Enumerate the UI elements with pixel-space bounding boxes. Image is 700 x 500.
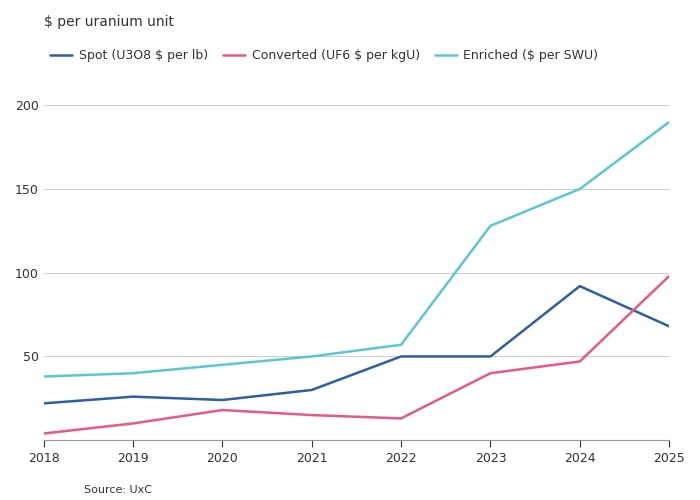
Enriched ($ per SWU): [307, 354, 316, 360]
Line: Converted (UF6 $ per kgU): Converted (UF6 $ per kgU): [43, 276, 669, 434]
Enriched ($ per SWU): [665, 119, 673, 125]
Legend: Spot (U3O8 $ per lb), Converted (UF6 $ per kgU), Enriched ($ per SWU): Spot (U3O8 $ per lb), Converted (UF6 $ p…: [50, 49, 599, 62]
Text: $ per uranium unit: $ per uranium unit: [43, 15, 174, 29]
Enriched ($ per SWU): [129, 370, 137, 376]
Converted (UF6 $ per kgU): [307, 412, 316, 418]
Spot (U3O8 $ per lb): [307, 387, 316, 393]
Line: Enriched ($ per SWU): Enriched ($ per SWU): [43, 122, 669, 376]
Enriched ($ per SWU): [39, 374, 48, 380]
Text: Source: UxC: Source: UxC: [84, 485, 152, 495]
Line: Spot (U3O8 $ per lb): Spot (U3O8 $ per lb): [43, 286, 669, 404]
Spot (U3O8 $ per lb): [218, 397, 227, 403]
Converted (UF6 $ per kgU): [129, 420, 137, 426]
Spot (U3O8 $ per lb): [665, 324, 673, 330]
Enriched ($ per SWU): [486, 223, 495, 229]
Converted (UF6 $ per kgU): [218, 407, 227, 413]
Spot (U3O8 $ per lb): [39, 400, 48, 406]
Converted (UF6 $ per kgU): [665, 273, 673, 279]
Enriched ($ per SWU): [218, 362, 227, 368]
Enriched ($ per SWU): [575, 186, 584, 192]
Enriched ($ per SWU): [397, 342, 405, 347]
Converted (UF6 $ per kgU): [397, 416, 405, 422]
Spot (U3O8 $ per lb): [129, 394, 137, 400]
Spot (U3O8 $ per lb): [486, 354, 495, 360]
Spot (U3O8 $ per lb): [397, 354, 405, 360]
Spot (U3O8 $ per lb): [575, 283, 584, 289]
Converted (UF6 $ per kgU): [575, 358, 584, 364]
Converted (UF6 $ per kgU): [486, 370, 495, 376]
Converted (UF6 $ per kgU): [39, 430, 48, 436]
